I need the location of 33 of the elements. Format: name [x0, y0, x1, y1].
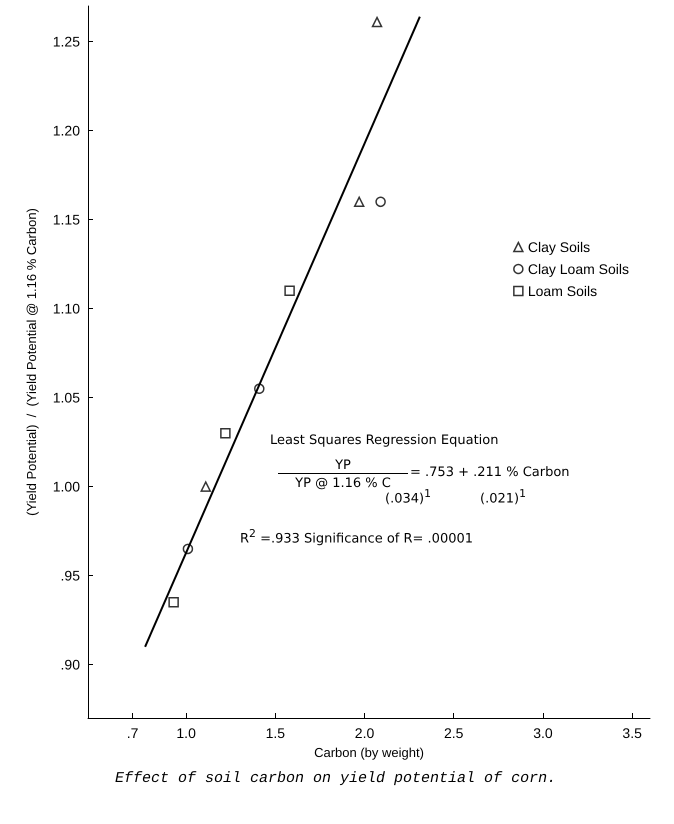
y-tick-label: .95: [60, 568, 80, 584]
legend-label: Clay Soils: [528, 239, 590, 255]
annotation: Least Squares Regression Equation: [270, 433, 498, 448]
annotation: R$^{2}$ =.933 Significance of R= .00001: [240, 527, 474, 546]
y-tick-label: 1.25: [52, 34, 80, 50]
y-tick-label: 1.15: [52, 212, 80, 228]
x-tick-label: 2.0: [354, 725, 374, 741]
y-tick-label: 1.05: [52, 390, 80, 406]
point: [284, 286, 295, 296]
point: [220, 428, 231, 438]
x-tick-label: 1.5: [266, 725, 286, 741]
x-tick-label: 3.5: [622, 725, 642, 741]
y-tick-label: .90: [60, 656, 80, 673]
point: [354, 196, 364, 208]
x-tick-label: 3.0: [533, 725, 553, 741]
x-tick-label: 2.5: [444, 725, 464, 741]
y-tick-label: 1.00: [52, 478, 80, 495]
y-axis-title: (Yield Potential) / (Yield Potential @ 1.16 % Carbon): [24, 208, 39, 516]
x-axis-title: Carbon (by weight): [314, 745, 424, 760]
legend-label: Clay Loam Soils: [528, 261, 630, 277]
x-tick-label: .7: [126, 725, 139, 741]
point: [200, 481, 211, 492]
x-tick-label: 1.0: [176, 725, 196, 741]
point: [168, 597, 179, 608]
y-tick-label: 1.20: [52, 122, 80, 139]
text: Effect of soil carbon on yield potential of corn.: [115, 770, 558, 787]
y-tick-label: 1.10: [52, 300, 80, 317]
point: [375, 196, 386, 208]
legend-label: Loam Soils: [528, 283, 598, 299]
annotation: (.021)$^{1}$: [480, 487, 526, 506]
annotation: = .753 + .211 % Carbon: [410, 465, 570, 480]
point: [372, 16, 382, 28]
annotation: YP: [278, 458, 408, 474]
